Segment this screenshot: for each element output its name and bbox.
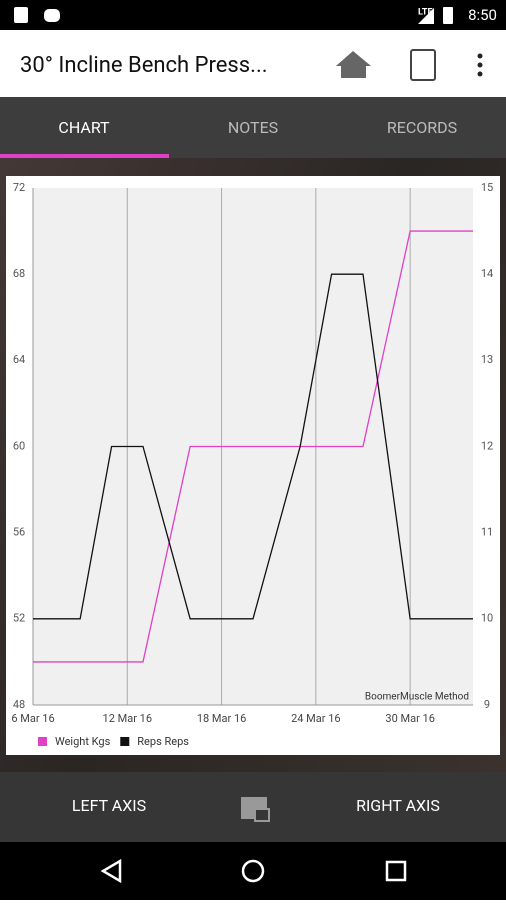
y-tick-label: 56 <box>13 526 25 539</box>
y-tick-label: 52 <box>13 612 25 625</box>
toolbar-title: 30° Incline Bench Press... <box>20 53 268 78</box>
legend-swatch <box>38 737 47 746</box>
toolbar <box>0 30 506 97</box>
menu-button[interactable] <box>477 53 483 77</box>
signal-icon <box>418 8 434 24</box>
legend-swatch <box>120 737 130 746</box>
status-bar <box>0 0 506 30</box>
y-tick-label: 48 <box>13 698 25 711</box>
x-tick-label: 6 Mar 16 <box>11 712 54 725</box>
watermark: BoomerMuscle Method <box>365 692 469 703</box>
y2-tick-label: 11 <box>481 526 493 539</box>
y2-tick-label: 13 <box>481 353 493 366</box>
y2-tick-label: 10 <box>481 612 493 625</box>
y-tick-label: 64 <box>13 353 25 366</box>
y2-tick-label: 14 <box>481 267 493 280</box>
network-label: LTE <box>418 7 433 17</box>
x-tick-label: 12 Mar 16 <box>103 712 153 725</box>
right-axis-button[interactable]: RIGHT AXIS <box>356 796 440 815</box>
recents-button[interactable] <box>385 860 407 882</box>
tab-indicator <box>0 154 169 158</box>
back-button[interactable] <box>100 858 122 884</box>
battery-icon <box>443 7 453 24</box>
home-button[interactable] <box>336 51 371 78</box>
tab[interactable]: NOTES <box>228 118 278 137</box>
legend-label: Weight Kgs <box>55 735 111 748</box>
y-tick-label: 72 <box>13 181 25 194</box>
calendar-button[interactable] <box>241 797 270 822</box>
y-tick-label: 68 <box>13 267 25 280</box>
data-line <box>33 230 473 663</box>
y-tick-label: 60 <box>13 439 25 452</box>
data-line <box>33 273 473 620</box>
notes-button[interactable] <box>410 49 436 81</box>
chart: 6 Mar 16 12 Mar 16 18 Mar 16 24 Mar 16 30 Ma… <box>11 181 493 748</box>
tab[interactable]: RECORDS <box>387 118 457 137</box>
notification-icon <box>14 7 28 23</box>
clock: 8:50 <box>468 6 497 24</box>
home-nav-button[interactable] <box>241 859 265 883</box>
x-tick-label: 18 Mar 16 <box>197 712 247 725</box>
y2-tick-label: 15 <box>481 181 493 194</box>
y2-tick-label: 12 <box>481 439 493 452</box>
android-icon <box>44 9 60 22</box>
x-tick-label: 24 Mar 16 <box>291 712 341 725</box>
nav-bar <box>0 842 506 900</box>
tab[interactable]: CHART <box>58 118 110 137</box>
y2-tick-label: 9 <box>484 698 490 711</box>
x-tick-label: 30 Mar 16 <box>385 712 435 725</box>
tab-bar <box>0 97 506 158</box>
left-axis-button[interactable]: LEFT AXIS <box>72 796 146 815</box>
legend-label: Reps Reps <box>137 735 189 748</box>
